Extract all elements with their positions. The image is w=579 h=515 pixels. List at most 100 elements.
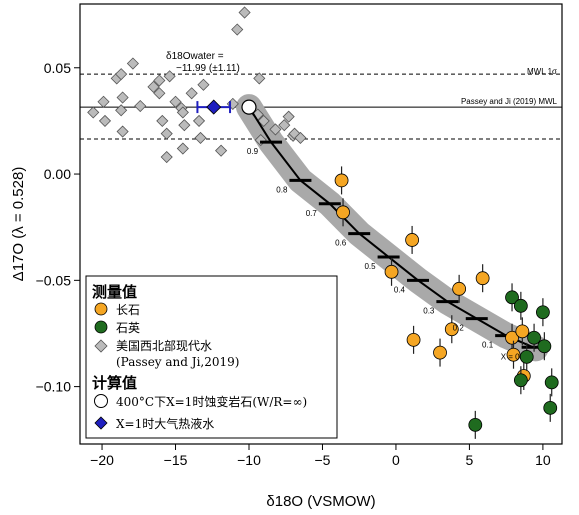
data-point-nw-water [97, 95, 110, 108]
data-point-nw-water [126, 57, 139, 70]
y-axis-label: Δ17O (λ = 0.528) [10, 167, 27, 282]
altered-rock-point [241, 99, 257, 115]
y-tick-label: 0.00 [44, 166, 71, 182]
model-curve-tick-label: 0.1 [482, 341, 494, 350]
data-point-quartz [537, 339, 552, 354]
data-point-nw-water [215, 144, 228, 157]
data-point-quartz [543, 400, 558, 415]
data-point-nw-water [238, 6, 251, 19]
plot-area: 0.9 0.8 0.7 0.6 0.5 0.4 0.3 0.2 0.1 X = 0 [80, 6, 562, 439]
model-curve-tick-label: 0.3 [423, 307, 435, 316]
legend-marker-altered-rock [94, 394, 108, 408]
legend-marker-nw-water [94, 339, 108, 353]
data-point-feldspar [475, 271, 490, 286]
data-point-quartz [513, 298, 528, 313]
data-point-nw-water [282, 110, 295, 123]
data-point-nw-water [153, 87, 166, 100]
data-point-feldspar [452, 281, 467, 296]
data-point-feldspar [505, 330, 519, 345]
x-tick-label: −5 [314, 452, 330, 468]
data-point-nw-water [176, 106, 189, 119]
data-point-nw-water [178, 119, 191, 132]
y-tick-label: −0.05 [36, 272, 72, 288]
data-point-quartz [519, 349, 534, 364]
model-curve-tick-label: 0.4 [394, 285, 406, 294]
model-curve-tick-label: 0.2 [453, 324, 465, 333]
data-point-nw-water [115, 68, 128, 81]
data-point-feldspar [384, 264, 399, 279]
x-tick-label: 5 [466, 452, 474, 468]
x-tick-label: −10 [237, 452, 261, 468]
data-point-nw-water [278, 119, 291, 132]
data-point-nw-water [116, 125, 129, 138]
data-point-nw-water [194, 131, 207, 144]
data-point-nw-water [269, 123, 282, 136]
data-point-feldspar [334, 173, 349, 188]
x-axis-label: δ18O (VSMOW) [266, 493, 375, 510]
legend-marker-quartz [94, 320, 108, 334]
legend-marker-hydrothermal-water [94, 416, 108, 430]
legend-label-hydrothermal-water: X=1时大气热液水 [116, 416, 214, 431]
ref-label-mwl-1sigma: MWL 1σ [527, 67, 557, 76]
legend-box [85, 275, 338, 439]
data-point-quartz [468, 417, 483, 432]
legend-marker-feldspar [94, 302, 108, 316]
model-curve-tick-label: 0.8 [276, 185, 288, 194]
hydrothermal-water-point [206, 99, 222, 115]
data-point-feldspar [506, 347, 521, 362]
data-point-nw-water [87, 106, 100, 119]
data-point-feldspar [444, 322, 459, 337]
y-tick-label: −0.10 [36, 379, 72, 395]
data-point-quartz [505, 290, 519, 305]
data-point-quartz [535, 305, 550, 320]
legend-heading-computed: 计算值 [92, 374, 137, 392]
y-tick-label: 0.05 [44, 60, 71, 76]
data-point-nw-water [253, 72, 266, 85]
x-tick-label: 10 [535, 452, 551, 468]
data-point-nw-water [163, 70, 176, 83]
data-point-feldspar [336, 205, 350, 220]
data-point-feldspar [433, 345, 447, 360]
data-point-nw-water [288, 127, 301, 140]
model-curve-tick-label: 0.7 [306, 209, 318, 218]
data-point-nw-water [192, 114, 206, 127]
model-curve-tick-label: 0.5 [364, 262, 376, 271]
data-point-nw-water [294, 131, 307, 144]
legend: 测量值 长石 石英 美国西北部现代水 (Passey and Ji,2019) … [85, 275, 338, 439]
data-point-feldspar [405, 233, 420, 247]
annotation-line1: δ18Owater = [166, 51, 224, 62]
data-point-nw-water [156, 114, 169, 127]
legend-label-altered-rock: 400°C下X=1时蚀变岩石(W/R=∞) [116, 394, 307, 409]
data-point-nw-water [147, 80, 160, 93]
legend-label-nw-water-source: (Passey and Ji,2019) [116, 355, 239, 369]
legend-label-nw-water: 美国西北部现代水 [116, 338, 212, 353]
data-point-nw-water [153, 74, 166, 87]
data-point-nw-water [160, 150, 173, 164]
data-point-quartz [527, 330, 541, 345]
model-curve-tick-label: X = 0 [501, 352, 520, 361]
data-point-nw-water [98, 114, 112, 127]
data-point-nw-water [257, 114, 270, 127]
x-tick-label: −15 [164, 452, 188, 468]
data-point-quartz [513, 373, 528, 388]
x-tick-label: −20 [90, 452, 114, 468]
data-point-nw-water [116, 91, 129, 104]
data-point-nw-water [231, 23, 244, 36]
data-point-nw-water [160, 127, 173, 140]
legend-label-quartz: 石英 [116, 321, 140, 335]
model-curve-tick-label: 0.6 [335, 239, 347, 248]
data-point-nw-water [254, 133, 267, 147]
x-tick-label: 0 [392, 452, 400, 468]
plot-frame [79, 3, 563, 445]
legend-label-feldspar: 长石 [116, 303, 140, 317]
data-point-nw-water [169, 95, 182, 108]
data-point-nw-water [134, 99, 147, 113]
data-point-nw-water [176, 142, 189, 155]
data-point-feldspar [406, 332, 421, 347]
annotation-line2: −11.99 (±1.11) [176, 63, 240, 74]
legend-heading-measured: 测量值 [92, 283, 137, 301]
data-point-nw-water [197, 78, 210, 91]
data-point-feldspar [515, 324, 530, 339]
data-point-nw-water [115, 104, 128, 117]
